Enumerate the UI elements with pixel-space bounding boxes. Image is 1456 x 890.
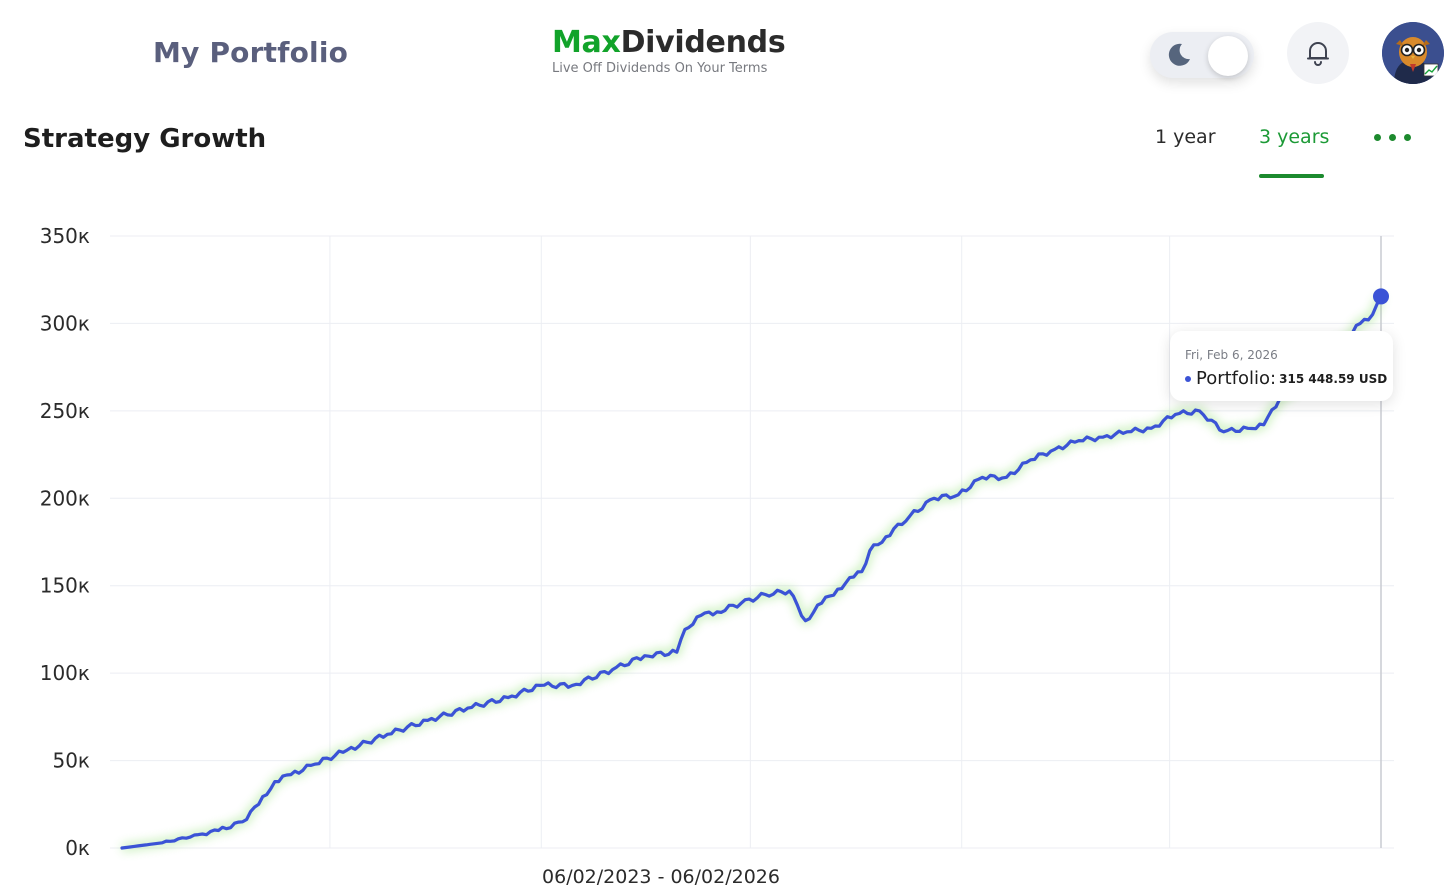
- series-line-portfolio: [120, 294, 1383, 850]
- more-dot: [1374, 134, 1381, 141]
- y-tick-label: 150к: [40, 574, 90, 598]
- chart-tooltip: Fri, Feb 6, 2026 Portfolio: 315 448.59 US…: [1170, 331, 1393, 401]
- more-dots-icon[interactable]: [1372, 128, 1414, 148]
- brand-logo[interactable]: MaxDividends Live Off Dividends On Your …: [552, 25, 786, 77]
- y-tick-label: 200к: [40, 486, 90, 510]
- owl-avatar-icon: [1382, 22, 1444, 84]
- tab-1-year[interactable]: 1 year: [1155, 126, 1216, 148]
- tooltip-series: Portfolio:: [1196, 368, 1277, 389]
- y-tick-label: 50к: [52, 749, 90, 773]
- brand-name: MaxDividends: [552, 25, 786, 60]
- hovered-point-marker: [1373, 288, 1389, 305]
- page-title: My Portfolio: [153, 36, 349, 69]
- y-tick-label: 300к: [40, 311, 90, 335]
- theme-toggle[interactable]: [1150, 32, 1254, 78]
- notifications-button[interactable]: [1287, 22, 1349, 84]
- date-range-label: 06/02/2023 - 06/02/2026: [542, 866, 780, 888]
- series-dot-icon: [1185, 375, 1191, 382]
- y-tick-label: 0к: [65, 836, 90, 860]
- moon-icon: [1168, 43, 1190, 66]
- tooltip-date: Fri, Feb 6, 2026: [1185, 348, 1278, 362]
- brand-name-part2: Dividends: [620, 25, 786, 60]
- y-tick-label: 350к: [40, 224, 90, 248]
- y-tick-label: 250к: [40, 399, 90, 423]
- more-dot: [1389, 134, 1396, 141]
- tooltip-value: 315 448.59 USD: [1279, 371, 1388, 386]
- tooltip-row: Portfolio: 315 448.59 USD: [1185, 368, 1387, 389]
- brand-tagline: Live Off Dividends On Your Terms: [552, 61, 768, 76]
- brand-name-part1: Max: [552, 25, 621, 60]
- active-tab-indicator: [1259, 174, 1324, 178]
- toggle-knob[interactable]: [1208, 36, 1248, 76]
- more-dot: [1404, 134, 1411, 141]
- y-tick-label: 100к: [40, 661, 90, 685]
- user-avatar[interactable]: [1382, 22, 1444, 84]
- section-title: Strategy Growth: [23, 124, 267, 154]
- tab-3-years[interactable]: 3 years: [1259, 126, 1330, 148]
- bell-icon: [1307, 42, 1329, 66]
